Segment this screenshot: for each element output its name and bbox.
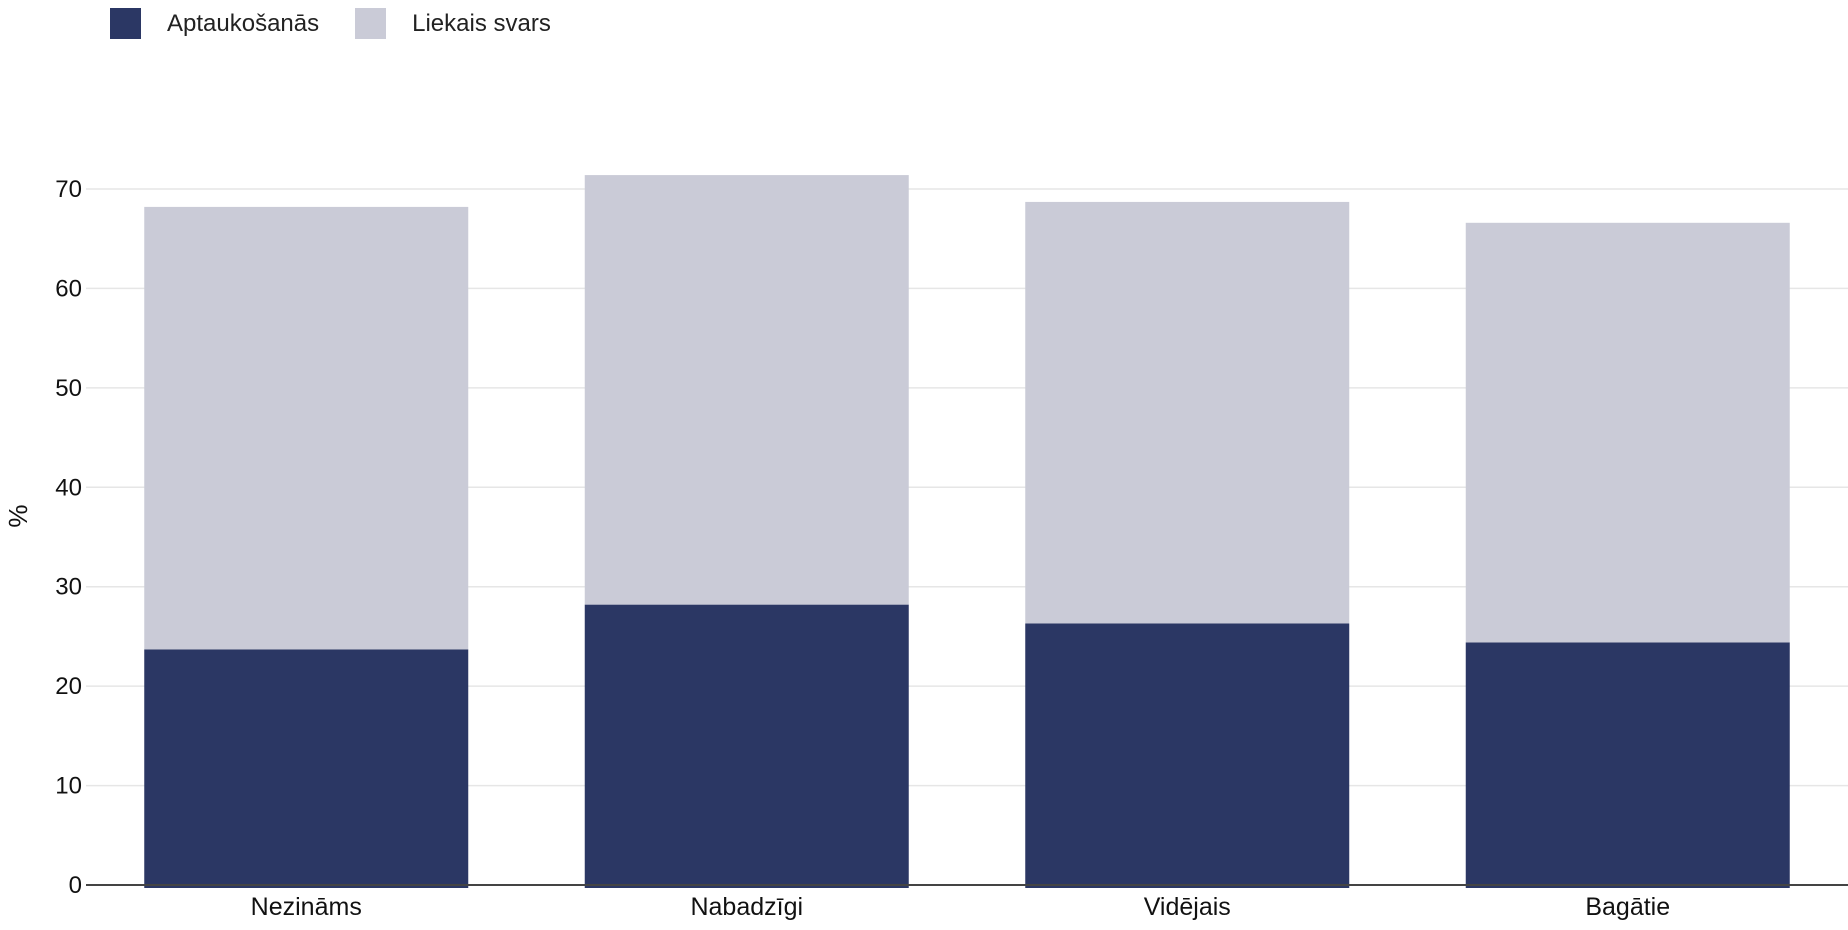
x-tick-label: Bagātie (1585, 893, 1670, 921)
bar-overweight[interactable] (1025, 201, 1350, 624)
y-tick-label: 10 (55, 773, 82, 800)
y-tick-label: 50 (55, 375, 82, 402)
legend-label-overweight: Liekais svars (412, 10, 551, 37)
y-tick-label: 40 (55, 474, 82, 501)
x-tick-label: Nabadzīgi (690, 893, 803, 921)
legend: Aptaukošanās Liekais svars (110, 8, 551, 39)
y-tick-label: 30 (55, 574, 82, 601)
y-tick-label: 60 (55, 275, 82, 302)
bar-obesity[interactable] (1025, 623, 1350, 888)
y-tick-label: 0 (69, 872, 82, 899)
bar-overweight[interactable] (584, 175, 909, 605)
bars (144, 175, 1790, 888)
axes: 0 10 20 30 40 50 60 70 Nezināms Nabadzīgi Vidējais… (55, 176, 1848, 921)
y-axis-title: % (3, 504, 33, 527)
legend-label-obesity: Aptaukošanās (167, 10, 320, 37)
bar-obesity[interactable] (144, 649, 469, 888)
legend-item-obesity[interactable]: Aptaukošanās (110, 8, 319, 39)
x-tick-label: Nezināms (251, 893, 362, 921)
legend-swatch-overweight (355, 8, 387, 39)
bar-obesity[interactable] (1465, 642, 1790, 888)
bar-overweight[interactable] (1465, 222, 1790, 643)
y-tick-label: 70 (55, 176, 82, 203)
legend-item-overweight[interactable]: Liekais svars (355, 8, 551, 39)
legend-swatch-obesity (110, 8, 141, 39)
bar-overweight[interactable] (144, 206, 469, 650)
x-tick-label: Vidējais (1144, 893, 1231, 921)
y-tick-label: 20 (55, 673, 82, 700)
bar-obesity[interactable] (584, 604, 909, 888)
